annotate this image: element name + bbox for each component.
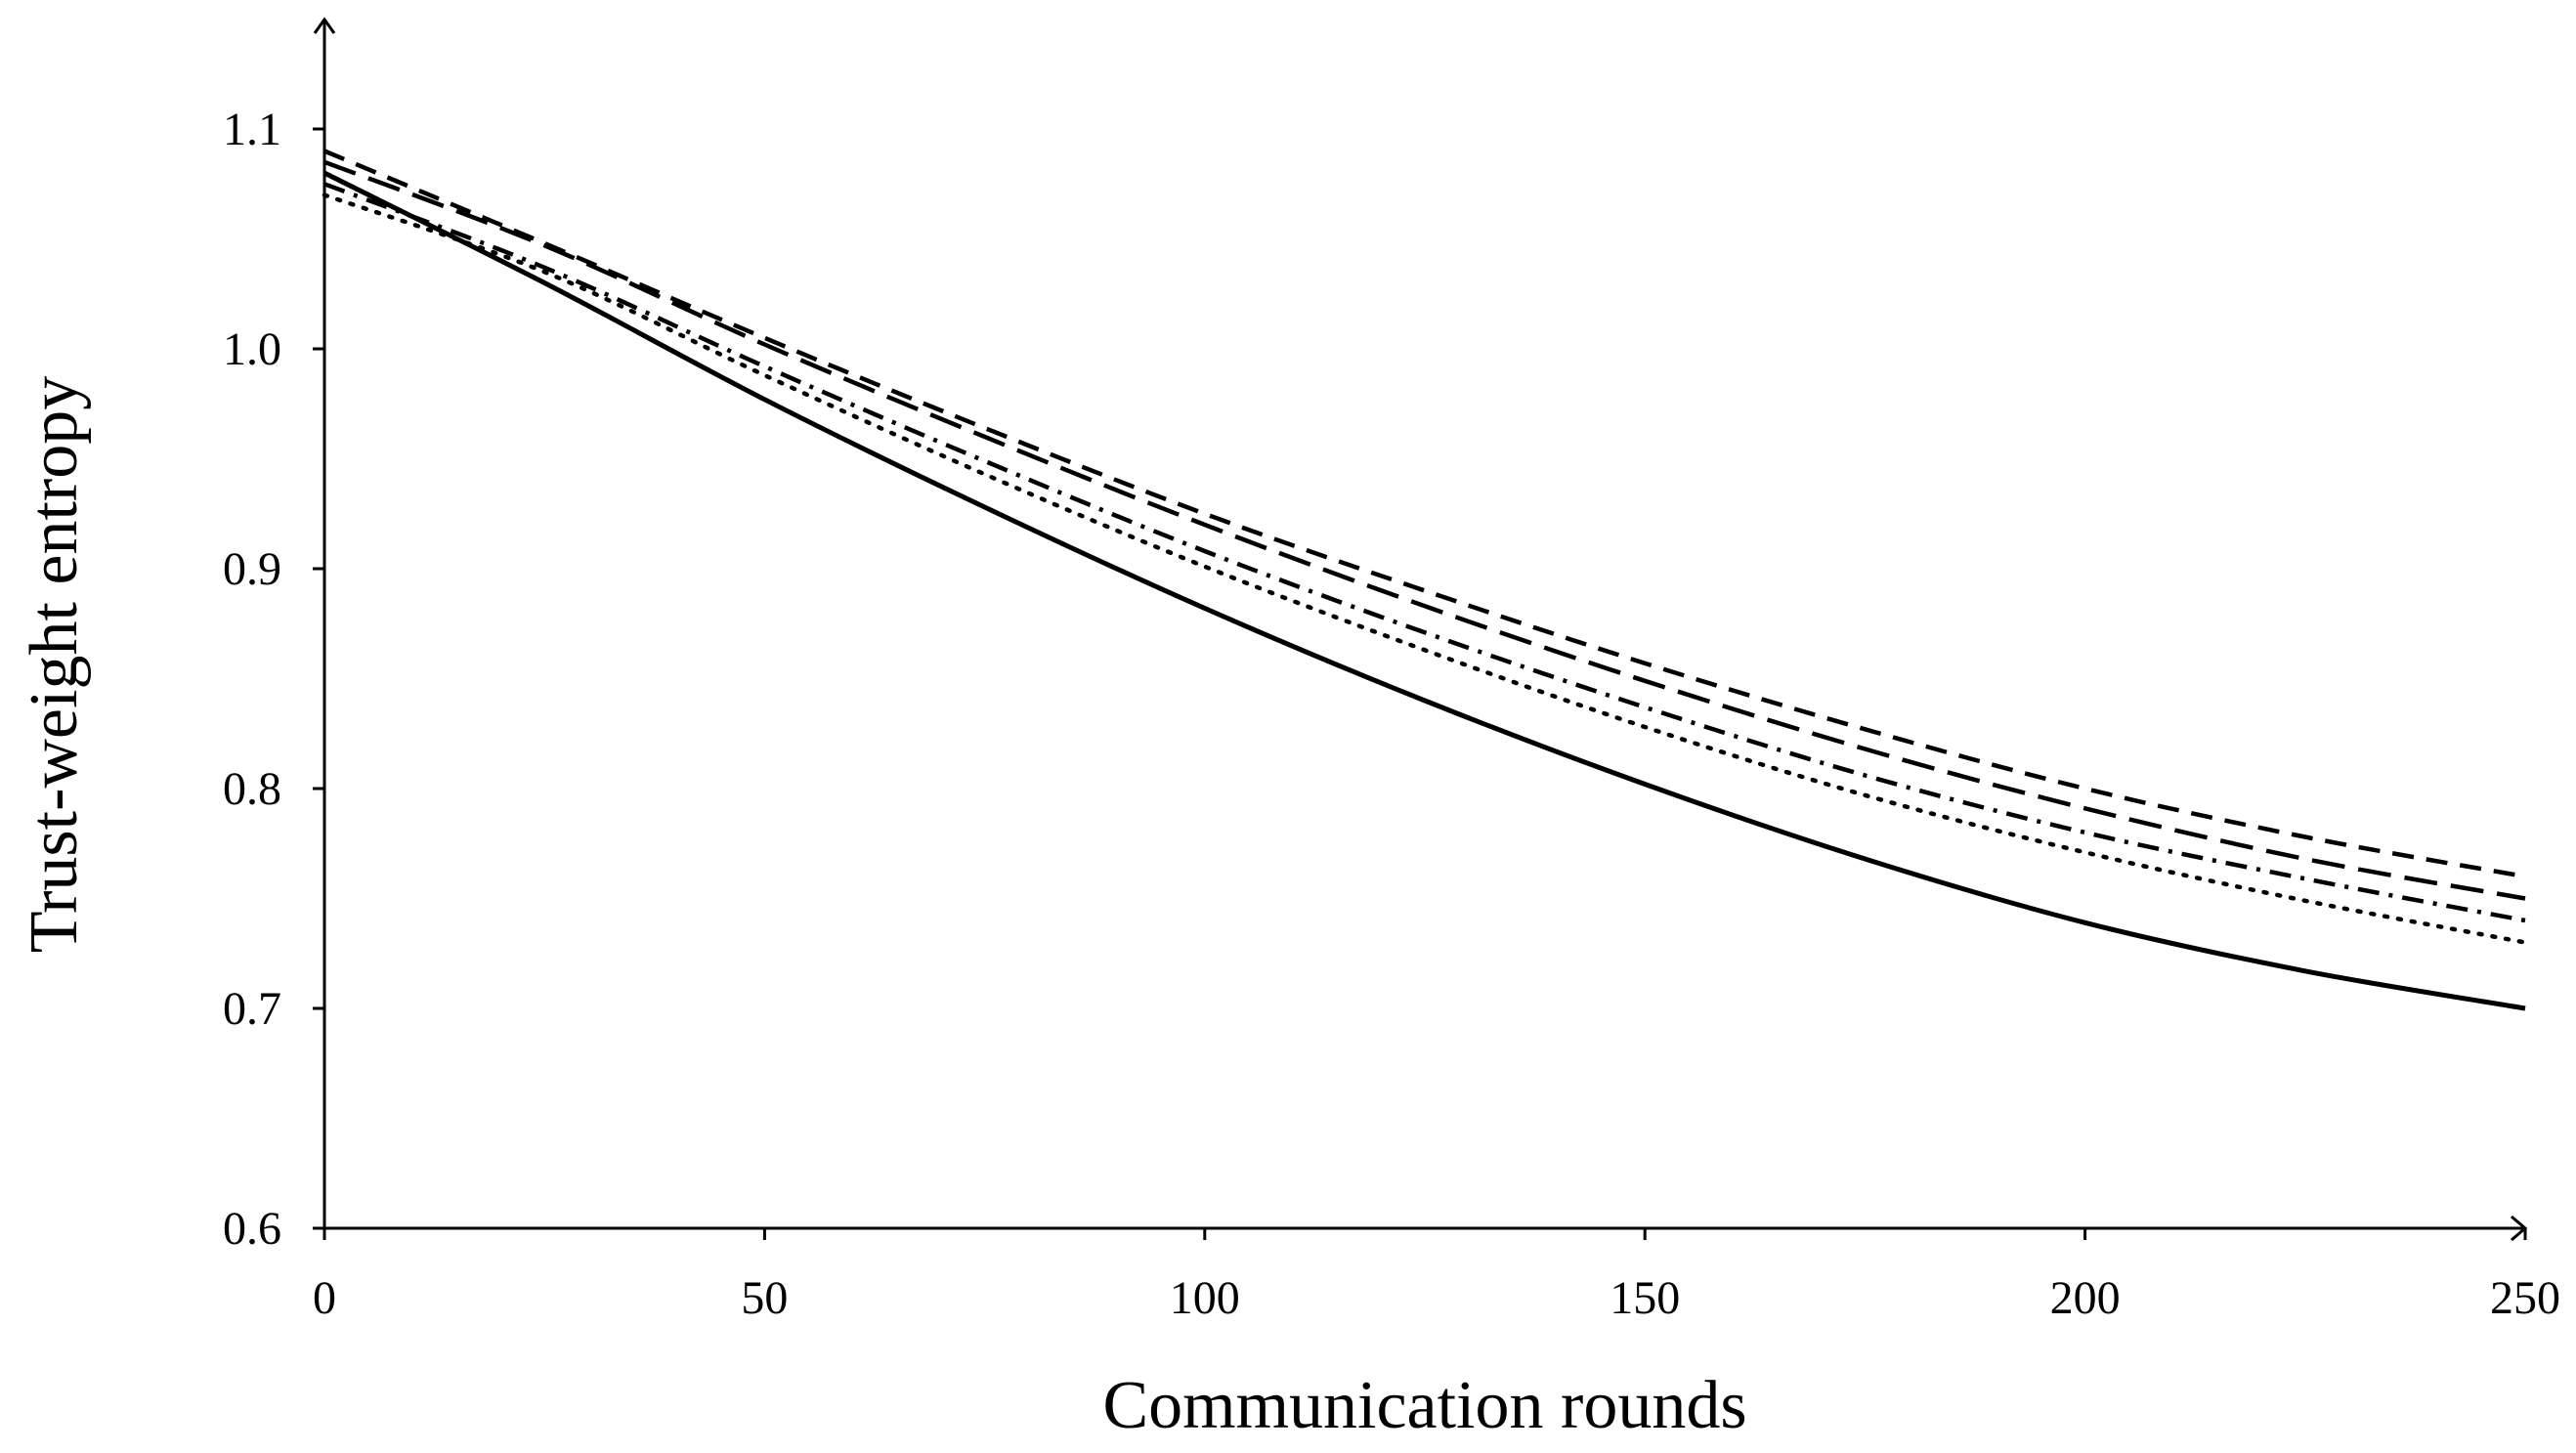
series-line-dotted <box>322 192 2528 945</box>
y-tick-label: 1.1 <box>223 104 281 155</box>
series-line-long-dash <box>323 159 2526 901</box>
x-tick-label: 150 <box>1610 1272 1680 1324</box>
x-tick-label: 0 <box>313 1272 336 1324</box>
x-tick-label: 250 <box>2490 1272 2560 1324</box>
tick-marks <box>313 127 2527 1240</box>
y-tick-label: 0.6 <box>223 1203 281 1255</box>
series-line-solid <box>322 170 2526 1011</box>
tick-labels: 0 50 100 150 200 250 0.6 0.7 0.8 0.9 1.0 1.1 <box>223 104 2560 1324</box>
y-axis-label: Trust-weight entropy <box>17 376 92 953</box>
x-axis-label: Communication rounds <box>1102 1368 1746 1443</box>
y-tick-label: 0.7 <box>223 983 281 1035</box>
series-line-dash-dot <box>323 182 2526 923</box>
y-tick-label: 0.9 <box>223 543 281 595</box>
x-tick-label: 200 <box>2050 1272 2121 1324</box>
x-tick-label: 50 <box>741 1272 788 1324</box>
y-axis-arrow-icon <box>313 17 336 34</box>
axes <box>313 17 2528 1242</box>
series-line-dashed <box>323 149 2526 879</box>
y-tick-label: 0.8 <box>223 763 281 815</box>
series-lines <box>322 149 2528 1011</box>
y-tick-label: 1.0 <box>223 323 281 375</box>
x-tick-label: 100 <box>1170 1272 1240 1324</box>
